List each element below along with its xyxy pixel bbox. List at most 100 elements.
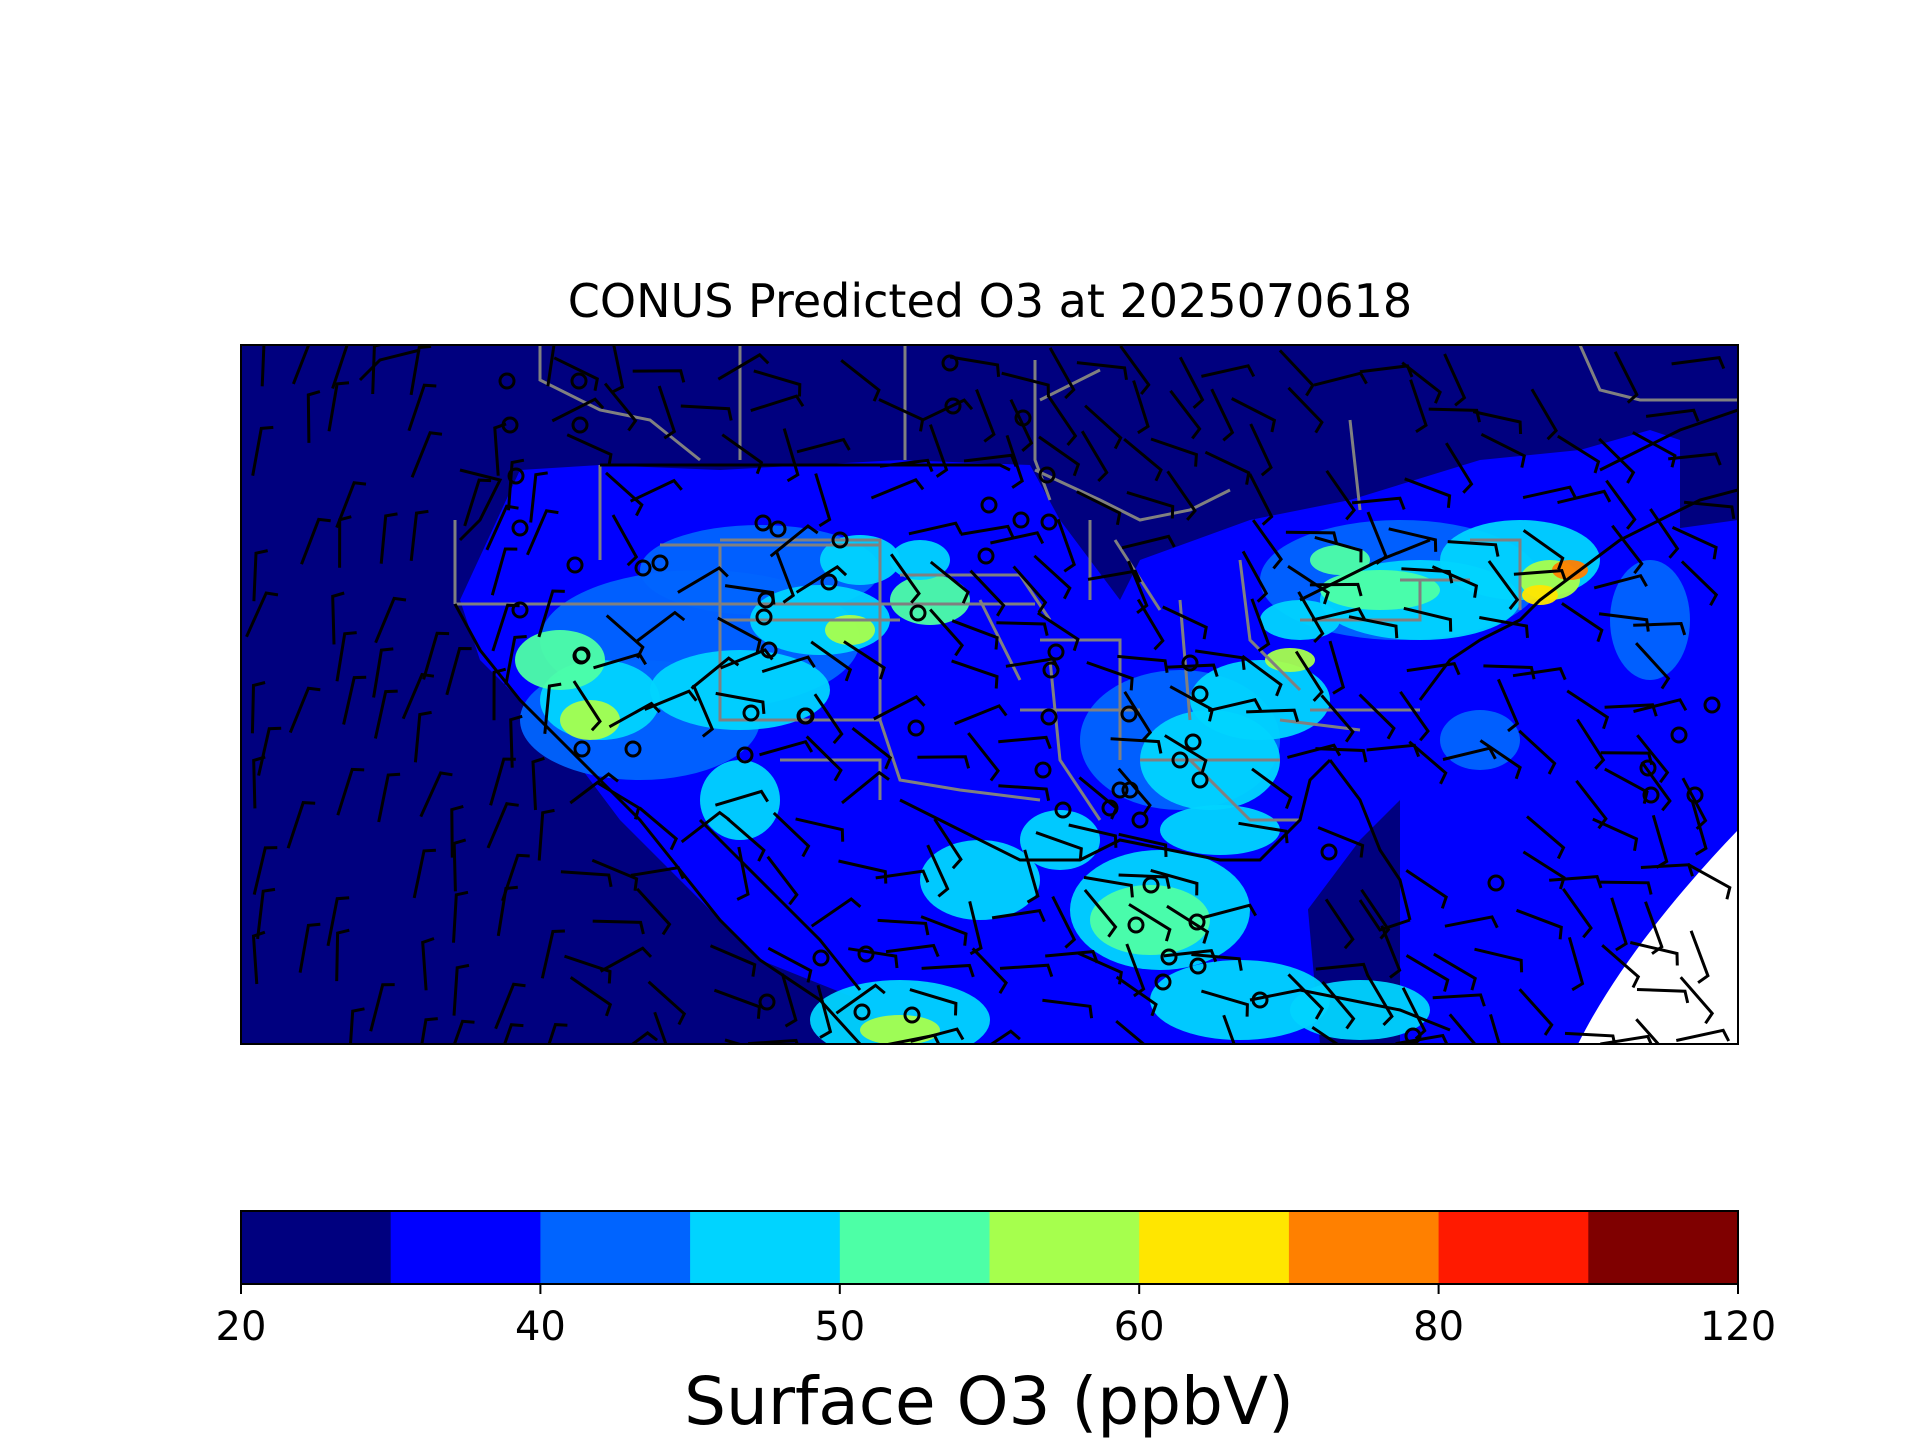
wind-barb [256,887,276,940]
wind-barb [929,608,964,657]
wind-barb [327,381,350,432]
wind-barb [1248,473,1274,526]
o3-contour-patch [700,760,780,840]
wind-barb [1036,611,1080,652]
wind-barb [1309,582,1363,597]
wind-barb [1086,661,1134,691]
wind-barb [335,631,357,682]
wind-barb [252,846,278,895]
station-marker [501,416,519,434]
wind-barb [647,980,687,1026]
o3-contour-patch [560,700,620,740]
wind-barb [1083,888,1118,938]
coastline [1328,759,1412,921]
colorbar-segment [839,1211,990,1284]
station-marker [820,573,838,591]
wind-barb [1610,897,1628,952]
wind-barb [1479,739,1522,780]
wind-barb [1387,1043,1401,1044]
state-border [1033,360,1052,501]
wind-barb [873,695,926,721]
wind-barb [1633,621,1687,636]
wind-barb [879,458,934,473]
colorbar-segment [390,1211,541,1284]
state-border [538,345,701,462]
wind-barb [603,382,638,432]
wind-barb [1169,389,1202,440]
wind-barb [716,616,762,653]
wind-barb [753,369,802,397]
wind-barb [1358,693,1396,740]
station-marker [1251,991,1269,1009]
wind-barbs [245,345,1736,1044]
wind-barb [1668,452,1722,466]
station-marker [1670,726,1688,744]
wind-barb [843,640,886,680]
wind-barb [909,988,958,1016]
wind-barb [951,659,999,689]
wind-barb [591,858,639,891]
wind-barb [1119,345,1151,396]
wind-barb [1110,737,1163,754]
wind-barb [713,988,761,1019]
wind-barb [1680,560,1719,607]
wind-barb [490,547,518,596]
coastline [1358,899,1411,932]
wind-barb [1629,941,1679,966]
wind-barb [1321,981,1356,1030]
wind-barb [608,701,661,729]
wind-barb [1447,540,1500,557]
wind-barb [1178,356,1205,410]
wind-barb [1351,496,1406,510]
colorbar-tick-label: 20 [216,1304,267,1350]
wind-barb [1278,349,1315,397]
wind-barb [452,1019,475,1044]
wind-barb [1246,708,1300,723]
wind-barb [1012,565,1048,614]
station-marker [1171,751,1189,769]
wind-barb [1150,868,1199,896]
wind-barb [736,846,750,901]
station-marker [760,641,778,659]
state-border [1048,659,1102,821]
wind-barb [638,806,679,851]
station-marker [1012,511,1030,529]
station-marker [736,746,754,764]
wind-barb [1401,567,1454,584]
wind-barb [835,983,886,1015]
wind-barb [564,954,612,984]
wind-barb [1068,823,1118,848]
wind-barb [954,704,1008,726]
wind-barb [1408,740,1448,785]
wind-barb [1136,598,1165,651]
wind-barb [1324,898,1355,950]
wind-barb [1005,434,1024,489]
wind-barb [748,1038,799,1044]
station-marker [1191,771,1209,789]
station-marker [941,354,959,372]
colorbar-segment [1438,1211,1589,1284]
o3-contour-patch [1150,960,1330,1040]
wind-barb [1683,500,1736,520]
wind-barb [374,596,407,644]
station-marker [1154,973,1172,991]
wind-barb [503,1023,524,1044]
wind-barb [635,610,686,643]
wind-barb [572,680,602,732]
wind-barb [409,345,432,396]
station-marker [1121,781,1139,799]
colorbar-tick-label: 40 [515,1304,566,1350]
wind-barb [445,646,472,696]
station-marker [1181,654,1199,672]
wind-barb [1530,388,1558,441]
wind-barb [1605,479,1637,530]
wind-barb [1360,888,1391,940]
wind-barb [1395,1033,1449,1044]
wind-barb [1518,729,1557,775]
wind-barb [1204,450,1251,485]
wind-barb [569,772,619,805]
o3-contour-patch [650,650,830,730]
colorbar-tick-label: 50 [814,1304,865,1350]
coastline [600,463,1011,472]
o3-contour-patch [515,630,605,690]
